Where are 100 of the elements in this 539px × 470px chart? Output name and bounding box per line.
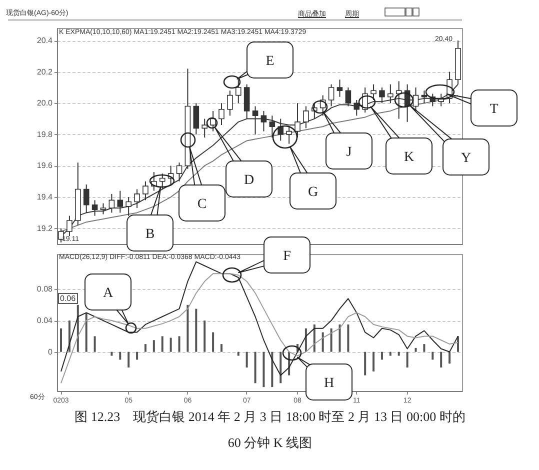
bar [204,320,206,352]
candlestick [108,193,115,214]
callout: J [312,100,372,170]
bar [262,352,265,388]
candlestick [412,86,419,112]
bar [440,352,442,368]
bar [372,352,375,372]
candlestick [269,115,276,138]
callout: T [425,84,518,126]
bar [212,332,214,352]
annotation: H [324,376,334,391]
bar [280,352,282,384]
bar [347,324,350,352]
callout: A [84,274,137,334]
y-tick-label: 19.2 [36,224,54,233]
candlestick [159,173,166,190]
y-tick-label: 20.2 [36,67,54,76]
bar [178,336,180,352]
callout: K [358,95,432,174]
candlestick [134,188,140,208]
bar [195,308,198,352]
y-tick-label: 19.8 [36,130,54,139]
line-series [60,261,458,376]
candlestick [303,106,309,129]
callout: E [223,42,294,89]
callout: G [272,125,336,210]
candlestick [126,196,132,216]
bar [398,352,400,356]
y-tick-label: 19.4 [36,192,54,202]
bar [330,328,332,352]
annotation: Y [460,151,472,166]
bar [94,336,96,352]
annotation: J [346,145,352,160]
candlestick [210,110,216,132]
candlestick [176,162,182,182]
candlestick [202,118,208,138]
candlestick [354,100,360,116]
candlestick [294,102,300,138]
annotation: F [283,249,292,264]
bar [144,344,146,352]
candlestick [379,86,385,104]
y-tick-label: 0 [48,347,54,356]
bar [85,312,88,352]
candlestick [260,110,267,132]
y-tick-label: 19.6 [36,161,54,170]
bar [313,324,316,352]
y-tick-label: 0.08 [36,284,54,294]
bar [338,324,341,352]
bar [322,332,324,352]
candlestick [117,190,124,214]
annotation: G [308,185,318,200]
bar [170,338,172,352]
bar [152,340,155,352]
bar [136,352,138,360]
annotation: K [404,150,414,165]
annotation: 0.06 [58,293,78,304]
bar [432,352,434,360]
annotation: B [145,227,155,242]
bar [423,344,426,352]
bar [60,328,62,352]
bar [220,344,222,352]
bar [161,336,164,352]
annotation: A [102,286,114,301]
bar [406,352,408,368]
annotation: C [197,197,207,212]
bar [456,336,459,352]
candlestick [218,102,224,126]
bar [364,352,366,376]
bar [186,304,189,352]
candlestick [252,106,258,135]
bar [246,352,248,368]
annotation: D [244,173,254,188]
candlestick [193,102,200,135]
candlestick [227,90,233,116]
candlestick [336,79,343,98]
candlestick [100,202,106,215]
caption: 图 12.23 现货白银 2014 年 2 月 3 日 18:00 时至 2 月 13 日 00:00 时的 60 分钟 K 线图 [74,408,466,452]
candlestick [92,200,98,216]
candlestick [142,180,148,201]
y-tick-label: 20.4 [36,36,54,46]
y-tick-label: 0.04 [36,316,54,326]
bar [237,352,240,356]
bar [119,352,122,360]
candlestick [278,118,284,142]
y-tick-label: 20.0 [36,98,54,108]
bar [448,352,451,364]
bar [380,352,383,360]
bar [271,352,274,388]
bar [128,352,130,368]
bar [389,352,392,356]
candlestick [235,79,242,104]
bar [110,352,113,356]
candlestick [345,86,352,107]
annotation: E [266,54,274,69]
bar [414,348,417,352]
candlestick [83,184,90,214]
callout: C [178,132,226,222]
candlestick [421,90,428,104]
callout: B [126,174,175,252]
candlestick [286,126,292,144]
